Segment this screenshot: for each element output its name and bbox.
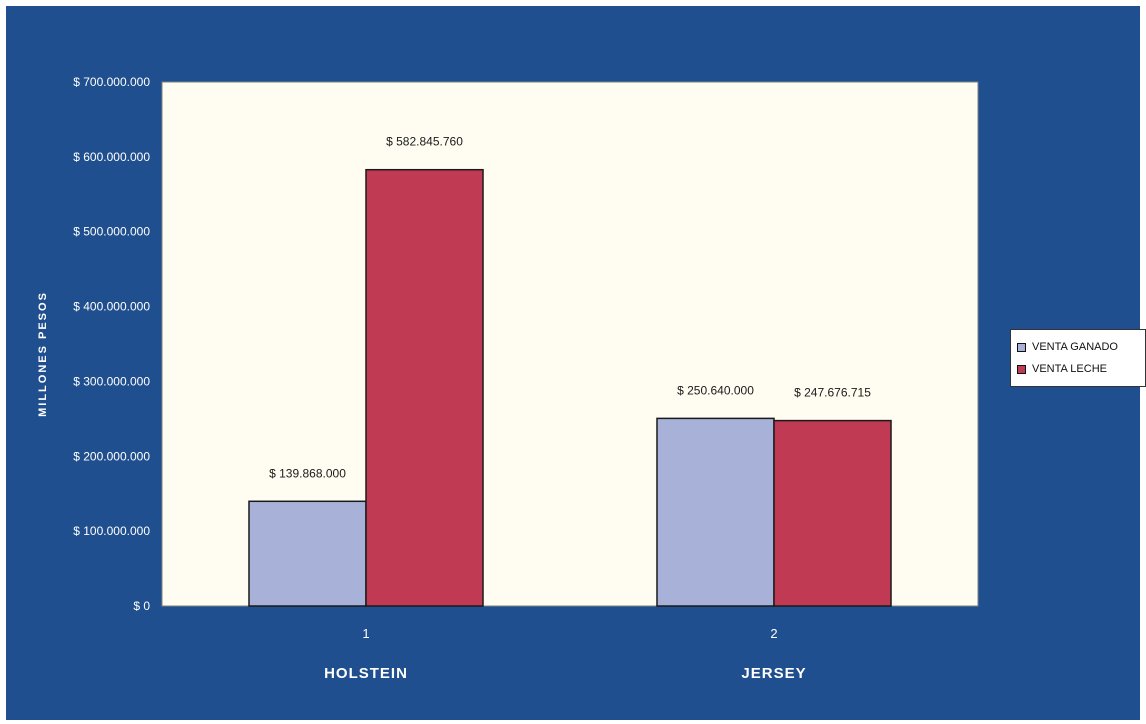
legend-item-venta-ganado: VENTA GANADO [1017,338,1118,356]
y-tick-label: $ 300.000.000 [73,374,150,388]
category-label: HOLSTEIN [324,665,408,682]
y-tick-label: $ 0 [133,599,150,613]
y-tick-label: $ 400.000.000 [73,300,150,314]
x-tick-label: 2 [770,626,777,641]
y-tick-label: $ 500.000.000 [73,225,150,239]
x-tick-label: 1 [362,626,369,641]
data-label: $ 139.868.000 [269,466,346,480]
legend-item-venta-leche: VENTA LECHE [1017,360,1107,378]
chart-frame: $ 0 $ 100.000.000 $ 200.000.000 $ 300.000.0… [6,6,1146,720]
data-label: $ 250.640.000 [677,383,754,397]
data-label: $ 582.845.760 [386,135,463,149]
legend: VENTA GANADO VENTA LECHE [1010,329,1146,387]
legend-label-venta-leche: VENTA LECHE [1032,363,1107,375]
chart-svg: $ 0 $ 100.000.000 $ 200.000.000 $ 300.000.0… [37,75,979,682]
legend-swatch-venta-leche [1017,364,1026,374]
category-label: JERSEY [741,665,806,682]
legend-swatch-venta-ganado [1017,342,1026,352]
y-axis-label: MILLONES PESOS [37,291,49,417]
bar-venta-leche-1 [773,419,892,607]
legend-label-venta-ganado: VENTA GANADO [1032,341,1118,353]
data-label: $ 247.676.715 [794,386,871,400]
y-tick-label: $ 700.000.000 [73,75,150,89]
bar-venta-leche-0 [365,168,484,607]
bar-venta-ganado-0 [248,500,367,607]
bar-venta-ganado-1 [656,417,775,607]
y-tick-label: $ 100.000.000 [73,524,150,538]
y-tick-label: $ 200.000.000 [73,449,150,463]
y-tick-label: $ 600.000.000 [73,150,150,164]
